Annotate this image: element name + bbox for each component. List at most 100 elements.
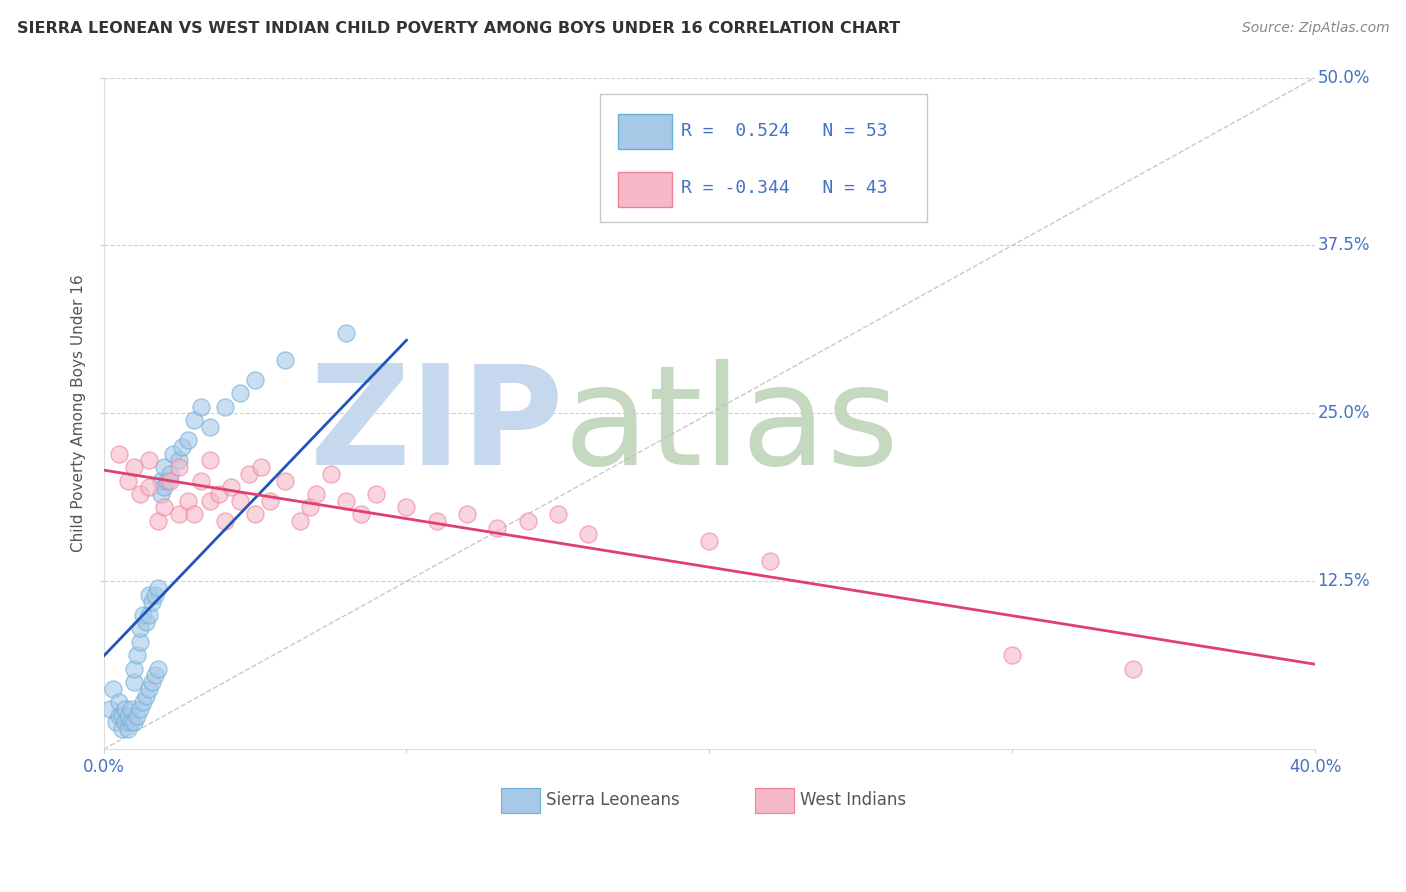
Point	[111, 722, 134, 736]
Point	[107, 695, 129, 709]
Point	[101, 681, 124, 696]
Text: R = -0.344   N = 43: R = -0.344 N = 43	[682, 179, 889, 197]
Text: Sierra Leoneans: Sierra Leoneans	[546, 790, 679, 809]
Point	[138, 607, 160, 622]
Text: 25.0%: 25.0%	[1317, 404, 1369, 423]
Point	[150, 474, 173, 488]
Point	[335, 326, 357, 340]
Point	[141, 594, 163, 608]
Point	[122, 662, 145, 676]
Point	[117, 474, 139, 488]
Point	[156, 474, 179, 488]
Text: Source: ZipAtlas.com: Source: ZipAtlas.com	[1241, 21, 1389, 35]
Point	[138, 453, 160, 467]
Point	[107, 708, 129, 723]
Point	[117, 722, 139, 736]
Point	[125, 708, 148, 723]
Point	[229, 493, 252, 508]
Point	[129, 702, 152, 716]
Point	[135, 615, 157, 629]
Point	[150, 487, 173, 501]
Point	[169, 507, 191, 521]
Text: atlas: atlas	[564, 359, 900, 494]
Point	[177, 434, 200, 448]
Point	[229, 386, 252, 401]
FancyBboxPatch shape	[619, 114, 672, 149]
Point	[177, 493, 200, 508]
Point	[198, 493, 221, 508]
Point	[1122, 662, 1144, 676]
Point	[122, 715, 145, 730]
Point	[366, 487, 388, 501]
Point	[243, 507, 266, 521]
Point	[486, 521, 509, 535]
Point	[98, 702, 121, 716]
Point	[120, 702, 142, 716]
Point	[125, 648, 148, 663]
Point	[120, 715, 142, 730]
Point	[183, 413, 205, 427]
FancyBboxPatch shape	[755, 788, 794, 814]
Text: 50.0%: 50.0%	[1317, 69, 1369, 87]
Point	[153, 500, 176, 515]
FancyBboxPatch shape	[501, 788, 540, 814]
Point	[159, 467, 181, 481]
Text: R =  0.524   N = 53: R = 0.524 N = 53	[682, 122, 889, 140]
Point	[107, 447, 129, 461]
Point	[153, 460, 176, 475]
Point	[290, 514, 312, 528]
Point	[159, 474, 181, 488]
Point	[699, 534, 721, 549]
Point	[319, 467, 342, 481]
Point	[111, 708, 134, 723]
Point	[426, 514, 449, 528]
Point	[143, 588, 166, 602]
Point	[114, 715, 136, 730]
Point	[516, 514, 538, 528]
Point	[104, 715, 127, 730]
Point	[132, 695, 155, 709]
Point	[214, 400, 236, 414]
Point	[395, 500, 418, 515]
Point	[172, 440, 194, 454]
Point	[183, 507, 205, 521]
Point	[759, 554, 782, 568]
Point	[298, 500, 321, 515]
Text: SIERRA LEONEAN VS WEST INDIAN CHILD POVERTY AMONG BOYS UNDER 16 CORRELATION CHAR: SIERRA LEONEAN VS WEST INDIAN CHILD POVE…	[17, 21, 900, 36]
Point	[350, 507, 373, 521]
Point	[576, 527, 599, 541]
Point	[1001, 648, 1024, 663]
Point	[169, 453, 191, 467]
Point	[198, 453, 221, 467]
Point	[219, 480, 242, 494]
Text: 12.5%: 12.5%	[1317, 573, 1371, 591]
Point	[169, 460, 191, 475]
Point	[190, 400, 212, 414]
Point	[138, 480, 160, 494]
Point	[146, 581, 169, 595]
Text: 37.5%: 37.5%	[1317, 236, 1369, 254]
Point	[243, 373, 266, 387]
Point	[117, 708, 139, 723]
Point	[146, 514, 169, 528]
Point	[198, 420, 221, 434]
FancyBboxPatch shape	[600, 95, 928, 222]
Point	[143, 668, 166, 682]
Point	[114, 702, 136, 716]
Point	[274, 352, 297, 367]
Point	[335, 493, 357, 508]
Point	[153, 480, 176, 494]
Point	[214, 514, 236, 528]
Point	[122, 675, 145, 690]
FancyBboxPatch shape	[619, 171, 672, 207]
Point	[122, 460, 145, 475]
Point	[259, 493, 281, 508]
Y-axis label: Child Poverty Among Boys Under 16: Child Poverty Among Boys Under 16	[72, 275, 86, 552]
Point	[138, 588, 160, 602]
Point	[138, 681, 160, 696]
Point	[190, 474, 212, 488]
Point	[129, 487, 152, 501]
Point	[162, 447, 184, 461]
Point	[238, 467, 260, 481]
Point	[146, 662, 169, 676]
